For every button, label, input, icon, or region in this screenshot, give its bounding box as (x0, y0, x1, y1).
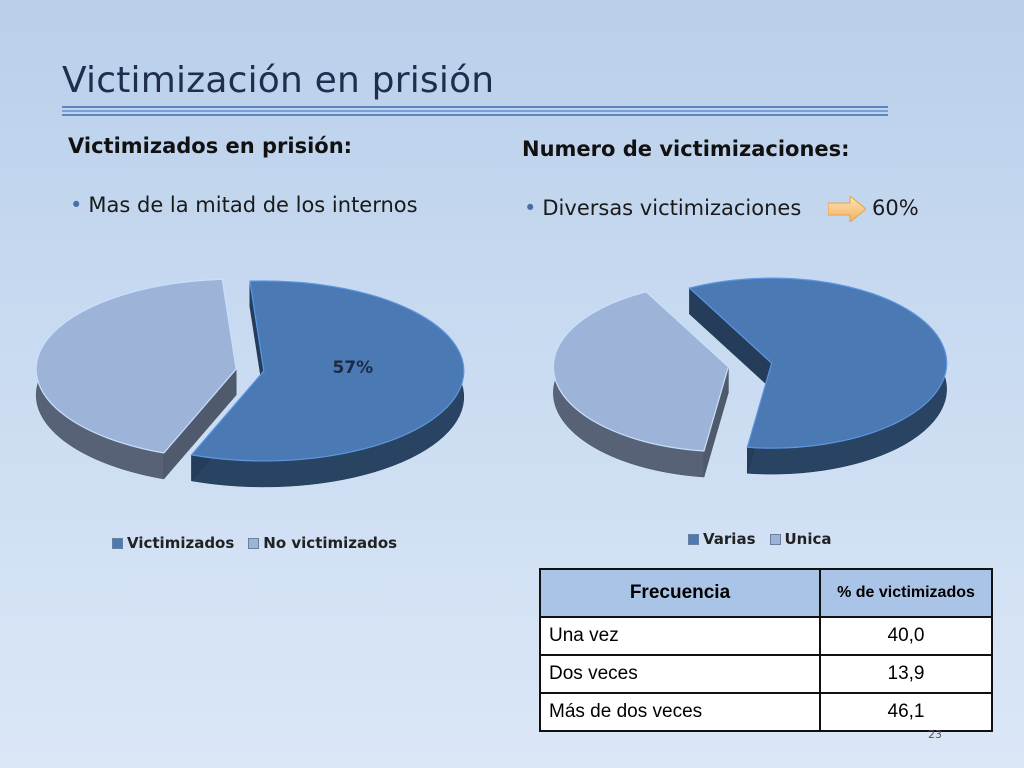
table-cell-porcentaje: 46,1 (819, 692, 993, 732)
table-cell-porcentaje: 13,9 (819, 654, 993, 694)
frequency-table: Frecuencia % de victimizados Una vez 40,… (539, 568, 993, 732)
bullet-dot: • (70, 193, 83, 217)
right-bullet-text: Diversas victimizaciones (542, 196, 802, 220)
left-heading: Victimizados en prisión: (68, 134, 353, 158)
legend-item-victimizados: Victimizados (112, 534, 234, 552)
table-header-row: Frecuencia % de victimizados (539, 568, 993, 618)
table-cell-frecuencia: Una vez (539, 616, 821, 656)
pie-slice-varias (688, 277, 948, 449)
title-underline (62, 106, 888, 116)
pie-slice-unica (552, 291, 730, 452)
table-header-porcentaje: % de victimizados (819, 568, 993, 618)
table-cell-frecuencia: Dos veces (539, 654, 821, 694)
pie-chart-victimizados: 57% (35, 278, 465, 488)
pie-data-label: 57% (332, 358, 373, 378)
right-bullet: • Diversas victimizaciones (524, 196, 801, 220)
pie-slice-victimizados (190, 280, 465, 462)
legend-item-unica: Unica (769, 530, 832, 548)
page-number: 23 (928, 728, 942, 741)
legend-item-varias: Varias (688, 530, 756, 548)
left-bullet-text: Mas de la mitad de los internos (88, 193, 418, 217)
table-row: Una vez 40,0 (539, 616, 993, 656)
table-header-frecuencia: Frecuencia (539, 568, 821, 618)
table-cell-frecuencia: Más de dos veces (539, 692, 821, 732)
bullet-dot: • (524, 196, 537, 220)
legend-item-no-victimizados: No victimizados (248, 534, 397, 552)
left-bullet: • Mas de la mitad de los internos (70, 193, 418, 217)
slide-title: Victimización en prisión (62, 60, 495, 101)
right-arrow-icon (828, 196, 866, 222)
right-legend: Varias Unica (688, 530, 846, 548)
table-cell-porcentaje: 40,0 (819, 616, 993, 656)
pie-chart-numero-victimizaciones (552, 277, 948, 478)
right-bullet-value: 60% (872, 196, 919, 220)
table-row: Más de dos veces 46,1 (539, 692, 993, 732)
pie-slice-no-victimizados (35, 278, 237, 454)
table-row: Dos veces 13,9 (539, 654, 993, 694)
right-heading: Numero de victimizaciones: (522, 137, 850, 161)
left-legend: Victimizados No victimizados (112, 534, 411, 552)
